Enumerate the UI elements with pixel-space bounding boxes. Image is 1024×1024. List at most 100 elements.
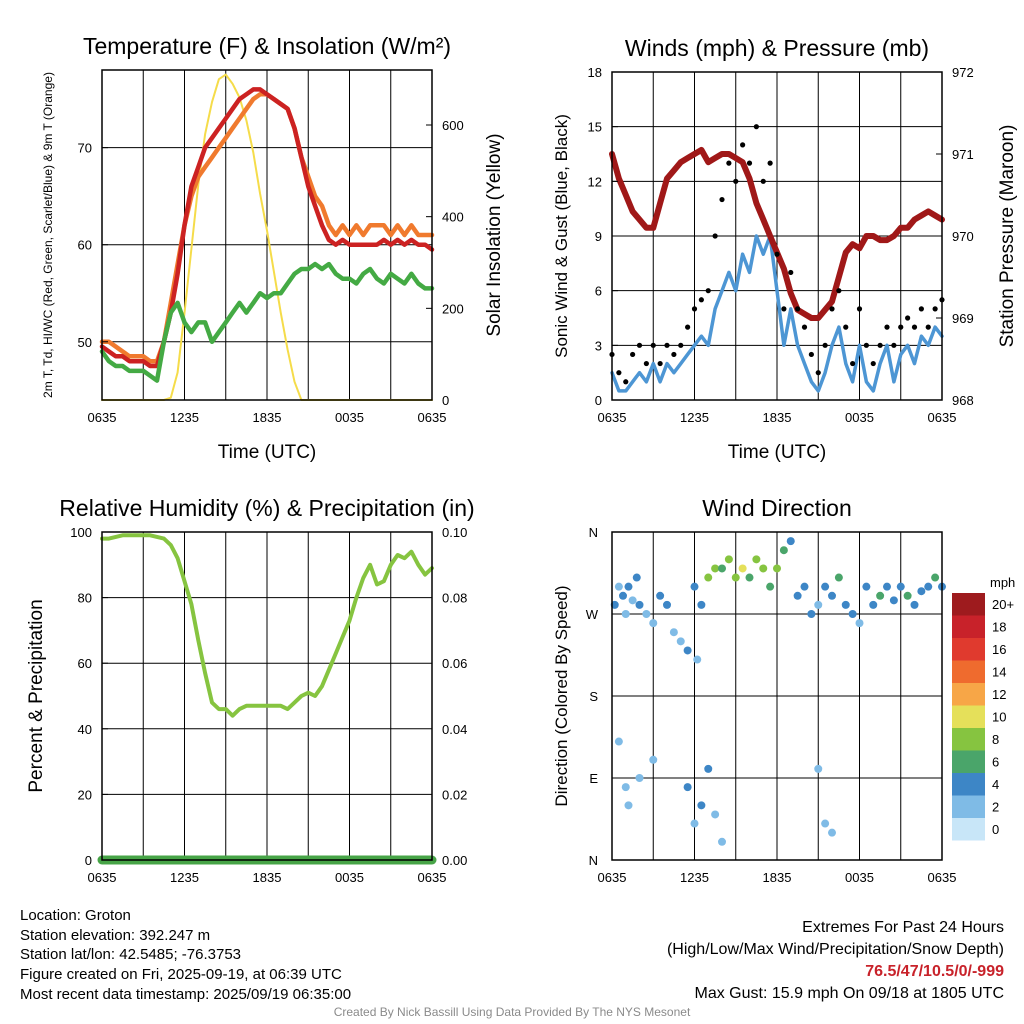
legend-label: 6: [992, 755, 999, 770]
gust-marker: [918, 306, 924, 312]
y-tick-label: 40: [78, 722, 92, 737]
gust-marker: [712, 233, 718, 239]
direction-point: [889, 596, 898, 605]
legend-label: 14: [992, 665, 1006, 680]
extremes-title: Extremes For Past 24 Hours: [802, 919, 1004, 936]
direction-point: [883, 582, 891, 591]
direction-point: [614, 737, 623, 746]
gust-marker: [733, 178, 739, 184]
direction-point: [704, 764, 713, 773]
y-tick-label: S: [589, 689, 598, 704]
x-axis-label: Time (UTC): [218, 442, 317, 463]
y2-axis-label: Station Pressure (Maroon): [997, 125, 1018, 348]
legend-swatch: [952, 818, 985, 841]
direction-point: [910, 600, 919, 609]
direction-point: [896, 582, 905, 591]
direction-point: [628, 596, 637, 605]
direction-point: [862, 582, 871, 591]
elevation-text: Station elevation: 392.247 m: [20, 926, 211, 944]
legend-swatch: [952, 593, 985, 616]
direction-point: [738, 564, 747, 573]
x-axis-label: Time (UTC): [728, 442, 827, 463]
chart-title: Temperature (F) & Insolation (W/m²): [83, 33, 451, 59]
series-line-rh_green: [100, 533, 434, 718]
direction-point: [676, 637, 685, 646]
direction-point: [711, 810, 720, 819]
y-tick-label: N: [589, 853, 598, 868]
gust-marker: [643, 360, 649, 367]
gust-marker: [753, 124, 759, 130]
y-tick-label: 15: [588, 120, 602, 135]
plot-frame: [611, 531, 943, 861]
legend-swatch: [952, 728, 985, 751]
gust-marker: [781, 306, 787, 312]
recent-data-text: Most recent data timestamp: 2025/09/19 0…: [20, 985, 352, 1003]
direction-point: [903, 591, 912, 600]
gust-marker: [719, 196, 725, 203]
direction-point: [807, 610, 816, 618]
x-tick-label: 1235: [680, 870, 709, 885]
gust-marker: [925, 324, 931, 330]
latlon-text: Station lat/lon: 42.5485; -76.3753: [20, 946, 242, 964]
gust-marker: [870, 360, 876, 367]
direction-point: [614, 582, 623, 591]
x-tick-label: 0635: [418, 870, 447, 885]
station-info: Location: Groton Station elevation: 392.…: [20, 906, 351, 1005]
max-gust-text: Max Gust: 15.9 mph On 09/18 at 1805 UTC: [694, 985, 1005, 1002]
direction-point: [683, 783, 692, 792]
legend-label: 0: [992, 822, 999, 837]
direction-point: [828, 591, 836, 600]
y-tick-label: 3: [595, 338, 602, 353]
direction-point: [786, 537, 795, 546]
direction-point: [779, 546, 788, 555]
gust-marker: [843, 324, 849, 330]
series-line-temp_red: [99, 87, 435, 369]
gust-marker: [863, 342, 869, 348]
y2-tick-label: 972: [952, 65, 974, 80]
y-tick-label: 60: [78, 238, 92, 253]
direction-point: [814, 764, 823, 773]
y-tick-label: 20: [78, 787, 92, 802]
gust-marker: [705, 288, 711, 294]
gust-marker: [850, 360, 856, 367]
y-tick-label: 60: [78, 656, 92, 671]
x-tick-label: 0635: [418, 410, 447, 425]
direction-point: [766, 582, 775, 591]
y2-axis-label: Solar Insolation (Yellow): [484, 133, 505, 336]
y-axis-label: Percent & Precipitation: [26, 599, 47, 792]
gust-marker: [746, 160, 753, 166]
x-tick-label: 0635: [88, 410, 117, 425]
direction-point: [800, 582, 809, 591]
direction-point: [624, 801, 633, 810]
x-tick-label: 0035: [845, 870, 874, 885]
direction-point: [917, 587, 926, 596]
direction-point: [876, 591, 885, 600]
chart-title: Winds (mph) & Pressure (mb): [625, 35, 929, 61]
legend-swatch: [952, 638, 985, 661]
y2-tick-label: 0.06: [442, 656, 467, 671]
gust-marker: [623, 379, 629, 385]
y-tick-label: N: [589, 525, 598, 540]
x-tick-label: 0635: [598, 870, 627, 885]
y2-tick-label: 0.04: [442, 722, 467, 737]
direction-point: [635, 600, 644, 609]
direction-point: [924, 582, 933, 591]
gust-marker: [815, 370, 821, 376]
gust-marker: [650, 342, 656, 348]
direction-point: [621, 783, 630, 792]
gust-marker: [829, 306, 835, 312]
direction-point: [624, 582, 633, 591]
x-tick-label: 0635: [88, 870, 117, 885]
direction-point: [841, 600, 850, 609]
y-tick-label: 6: [595, 284, 602, 299]
x-tick-label: 0035: [335, 410, 364, 425]
gust-marker: [630, 351, 636, 358]
gust-marker: [905, 315, 911, 321]
direction-point: [649, 619, 658, 628]
y-tick-label: 18: [588, 65, 602, 80]
gust-marker: [767, 160, 773, 166]
series-line-temp_green: [99, 261, 435, 383]
legend-swatch: [952, 683, 985, 706]
extremes-panel: Extremes For Past 24 Hours (High/Low/Max…: [667, 917, 1004, 1005]
